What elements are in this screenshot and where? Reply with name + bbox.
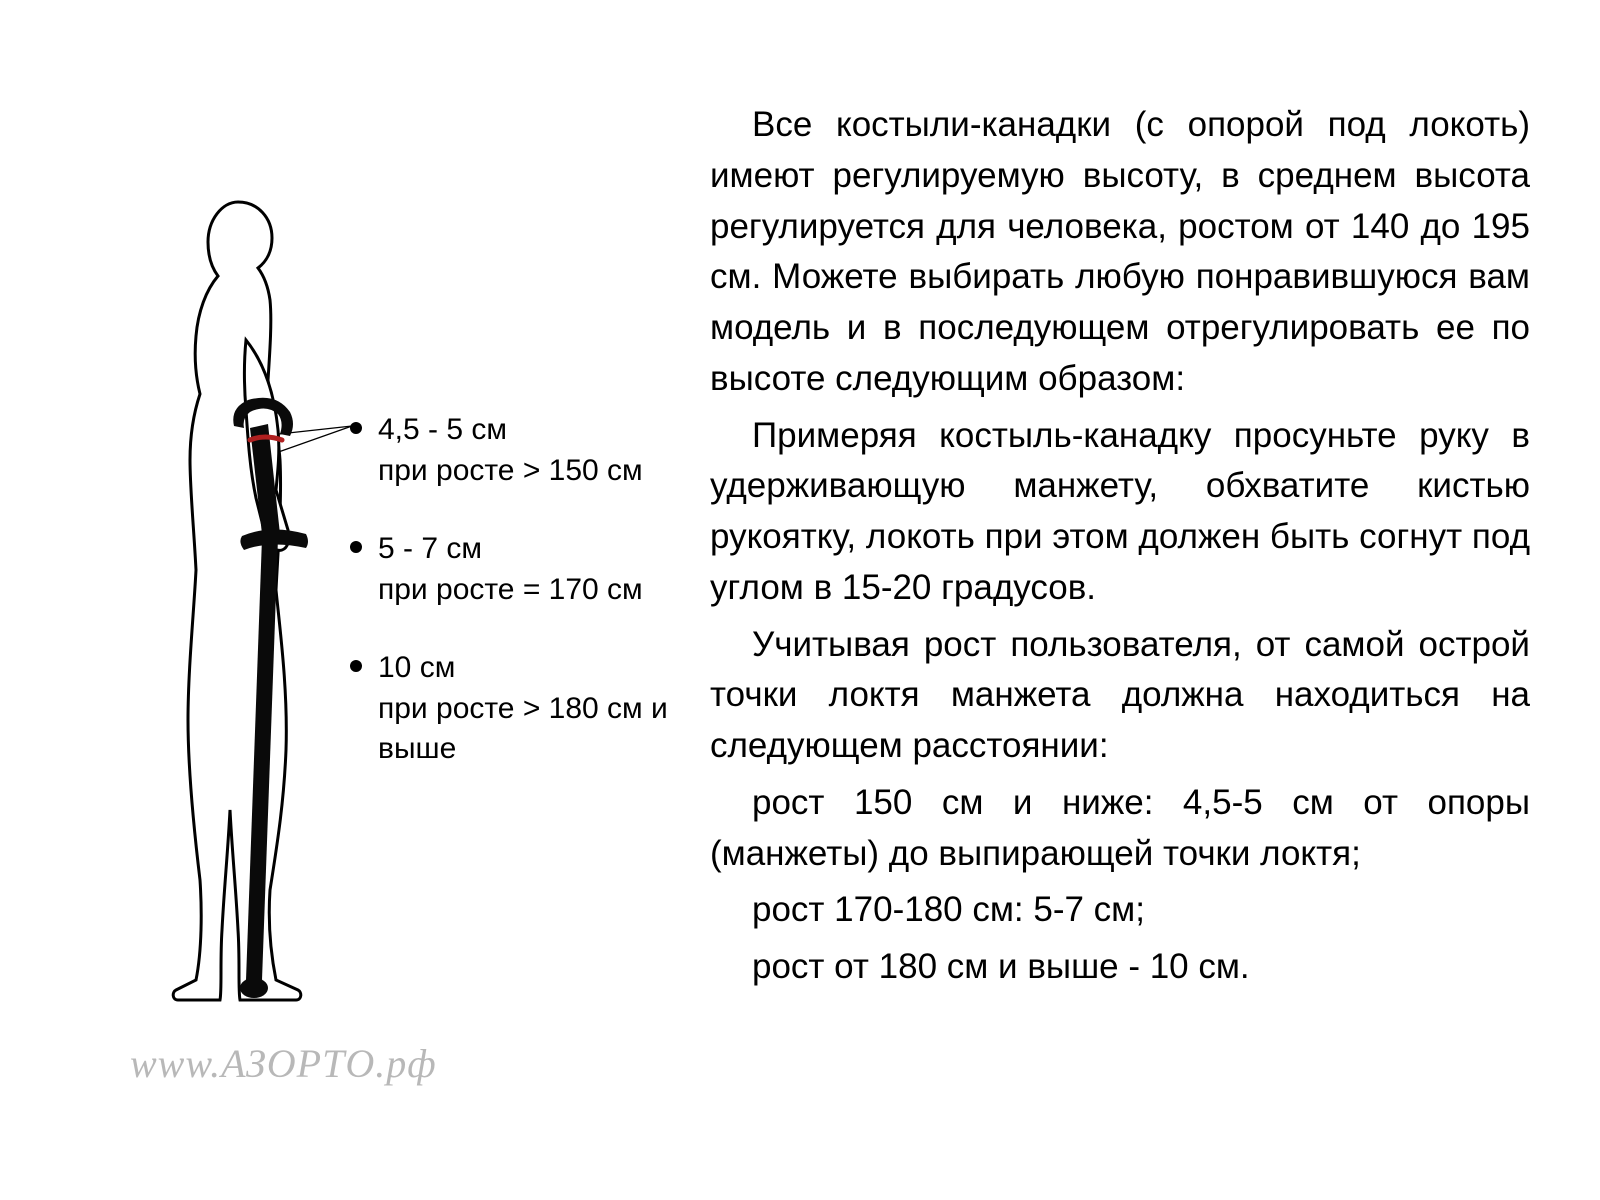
paragraph-6: рост от 180 см и выше - 10 см.	[710, 942, 1530, 993]
paragraph-1: Все костыли-канадки (с опорой под локоть…	[710, 100, 1530, 405]
legend-value: 10 см	[378, 651, 455, 684]
bullet-icon	[350, 422, 362, 434]
body-outline	[173, 202, 301, 1000]
bullet-icon	[350, 541, 362, 553]
paragraph-4: рост 150 см и ниже: 4,5-5 см от опоры (м…	[710, 778, 1530, 880]
legend: 4,5 - 5 см при росте > 150 см 5 - 7 см п…	[350, 410, 700, 808]
paragraph-5: рост 170-180 см: 5-7 см;	[710, 885, 1530, 936]
paragraph-3: Учитывая рост пользователя, от самой ост…	[710, 620, 1530, 772]
figure-column: 4,5 - 5 см при росте > 150 см 5 - 7 см п…	[70, 100, 710, 1130]
legend-item-3: 10 см при росте > 180 см и выше	[350, 648, 700, 770]
page: 4,5 - 5 см при росте > 150 см 5 - 7 см п…	[0, 0, 1600, 1200]
paragraph-2: Примеряя костыль-канадку просуньте руку …	[710, 411, 1530, 614]
human-with-crutch-figure	[130, 190, 330, 1010]
legend-condition: при росте > 180 см и выше	[378, 689, 700, 770]
legend-condition: при росте = 170 см	[378, 570, 700, 611]
legend-condition: при росте > 150 см	[378, 451, 700, 492]
text-column: Все костыли-канадки (с опорой под локоть…	[710, 100, 1530, 1130]
legend-value: 5 - 7 см	[378, 532, 482, 565]
watermark-text: www.АЗОРТО.рф	[130, 1040, 437, 1087]
crutch-tip	[240, 978, 268, 998]
legend-value: 4,5 - 5 см	[378, 413, 507, 446]
legend-item-2: 5 - 7 см при росте = 170 см	[350, 529, 700, 610]
legend-item-1: 4,5 - 5 см при росте > 150 см	[350, 410, 700, 491]
bullet-icon	[350, 660, 362, 672]
